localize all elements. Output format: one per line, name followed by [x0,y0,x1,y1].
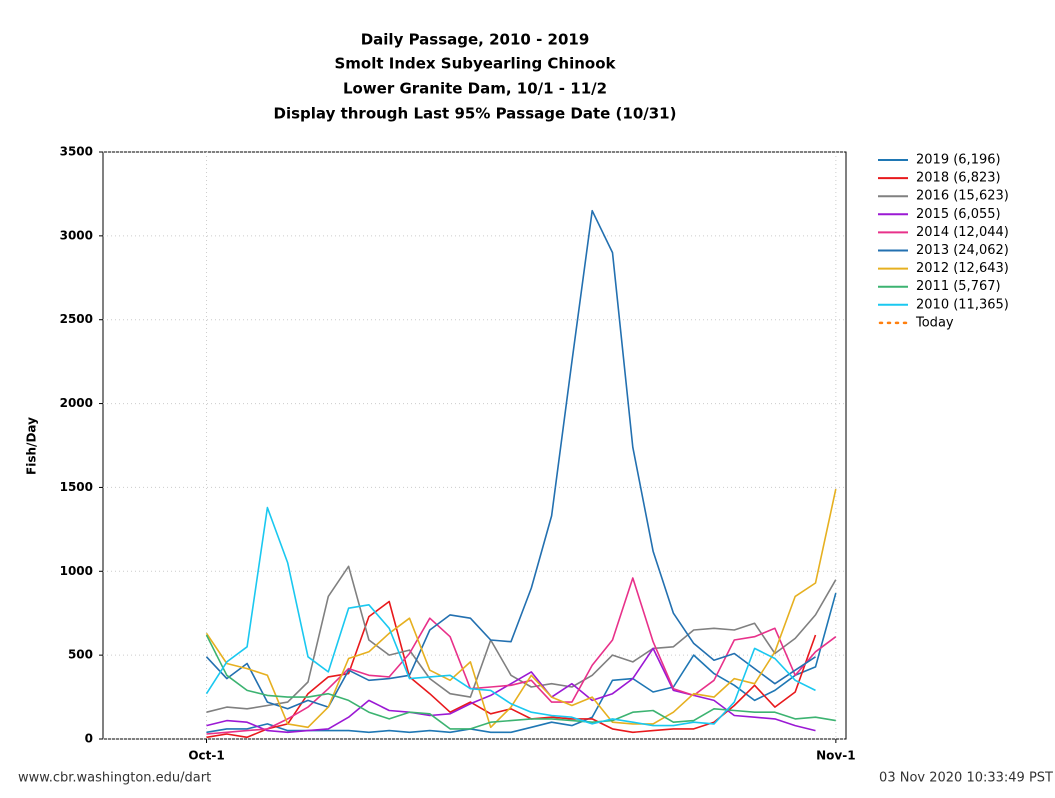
chart-title: Lower Granite Dam, 10/1 - 11/2 [343,80,607,98]
legend-label: 2010 (11,365) [916,297,1009,312]
y-tick-label: 3500 [60,145,93,159]
source: www.cbr.washington.edu/dart [18,771,211,786]
legend-label: 2012 (12,643) [916,261,1009,276]
legend-label: 2013 (24,062) [916,243,1009,258]
chart-title: Daily Passage, 2010 - 2019 [361,31,590,49]
y-tick-label: 2000 [60,396,93,410]
legend-label: 2015 (6,055) [916,207,1001,222]
x-tick-label: Nov-1 [816,749,855,763]
y-axis-label: Fish/Day [25,417,39,475]
legend-label: 2018 (6,823) [916,171,1001,186]
y-tick-label: 1500 [60,480,93,494]
legend-label: 2014 (12,044) [916,225,1009,240]
chart-title: Smolt Index Subyearling Chinook [334,55,616,73]
legend-label: 2016 (15,623) [916,189,1009,204]
series-line [206,600,817,739]
x-tick-label: Oct-1 [188,749,224,763]
y-tick-label: 0 [85,732,93,746]
series-line [206,565,837,713]
timestamp: 03 Nov 2020 10:33:49 PST [879,771,1053,786]
y-tick-label: 500 [68,648,93,662]
legend-label: 2019 (6,196) [916,153,1001,168]
series-line [206,577,837,735]
plot-frame [102,151,847,740]
series-line [205,488,837,729]
series-line [205,506,816,727]
series-line [205,634,836,730]
series-line [205,209,816,710]
y-tick-label: 1000 [60,564,93,578]
series-line [206,647,816,734]
legend-label: Today [915,315,954,330]
y-tick-label: 3000 [60,228,93,242]
chart-title: Display through Last 95% Passage Date (1… [274,105,677,123]
y-tick-label: 2500 [60,312,93,326]
legend-label: 2011 (5,767) [916,279,1001,294]
